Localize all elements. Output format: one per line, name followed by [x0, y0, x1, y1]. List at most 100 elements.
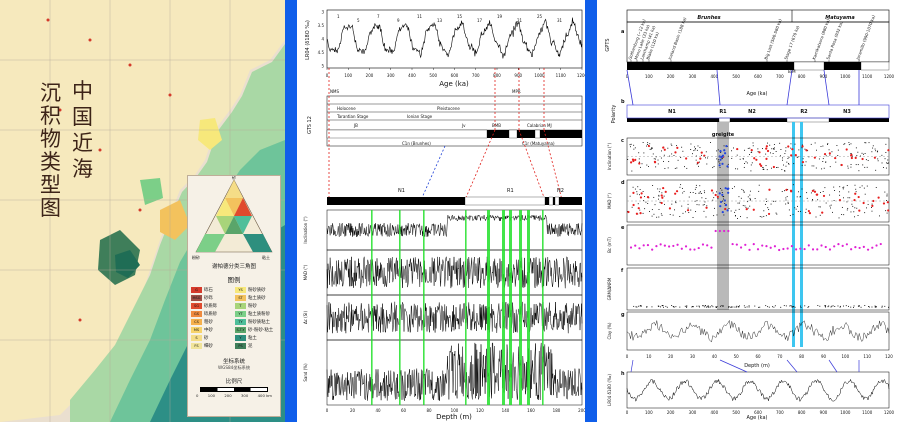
green-highlight-bar	[527, 210, 530, 405]
legend-swatch: T	[235, 303, 246, 309]
pm-depth-tick: 100	[842, 354, 850, 359]
map-title-line1: 中国近海	[72, 79, 93, 181]
green-highlight-bar	[371, 210, 373, 405]
core-depth-x-tick: 180	[553, 408, 561, 413]
pm-zone-label: R1	[719, 109, 727, 115]
gpts-matuyama: Matuyama	[825, 15, 855, 21]
scale-ticks: 0 100 200 300 400 km	[196, 393, 272, 398]
legend-label: 泥	[248, 344, 253, 349]
gpts-age-tick: 700	[776, 74, 784, 79]
pm-depth-tick: 120	[885, 354, 893, 359]
timescale-holocene: Holocene	[337, 106, 356, 111]
core-depth-x-tick: 200	[578, 408, 585, 413]
zone-n1: N1	[398, 188, 405, 194]
pm-age-tick-bottom: 600	[754, 410, 762, 415]
pm-panel-ylabel: Bc (mT)	[607, 237, 612, 253]
pm-depth-tick: 10	[646, 354, 652, 359]
green-highlight-bar	[502, 210, 505, 405]
legend-item: Y 粘土	[235, 335, 277, 341]
gpts-age-tick: 400	[711, 74, 719, 79]
legend-label: 砂-粉砂-粘土	[248, 328, 274, 333]
gpts-age-tick: 0	[626, 74, 629, 79]
coord-system-value: WGS84坐标系统	[217, 365, 251, 370]
triangle-vertex-clay: 粘土	[262, 254, 270, 260]
pm-panel-letter: e	[621, 225, 625, 231]
core-polarity-column	[327, 196, 582, 206]
green-highlight-bar	[423, 210, 425, 405]
lr04-y-tick: 3	[321, 10, 324, 15]
lr04-stage-label: 17	[477, 18, 483, 23]
lr04-xlabel: Age (ka)	[439, 80, 469, 88]
legend-swatch: CS	[191, 319, 202, 325]
legend-label: 粘土质粉砂	[248, 312, 270, 317]
gpts-label: GPTS	[605, 38, 611, 51]
pm-panel-ylabel: MAD (°)	[607, 193, 612, 209]
timescale-gts: GTS 12	[307, 116, 313, 134]
legend-swatch: YT	[235, 311, 246, 317]
lr04-x-tick: 1100	[556, 73, 567, 78]
lr04-x-tick: 400	[408, 73, 416, 78]
legend-item: PS 泥	[235, 343, 277, 349]
lr04-stage-label: 13	[437, 18, 443, 23]
pm-age-ticks-bottom: h LR04 δ18O (‰) 0 100 200 300 400 500 600 700 800 9…	[607, 359, 895, 415]
legend-label: 粗砂	[204, 320, 213, 325]
lr04-stage-label: 19	[497, 14, 503, 19]
green-highlight-bar	[487, 210, 490, 405]
pm-age-tick-bottom: 700	[776, 410, 784, 415]
gpts-age-ticks: 0 100 200 300 400 500 600 700 800 900 1000 1100 1200	[626, 74, 895, 79]
legend-item: G 砾石	[191, 287, 233, 293]
lr04-y-tick: 3.5	[318, 23, 325, 28]
zone-connectors	[626, 69, 860, 106]
legend-item: CS 粗砂	[191, 319, 233, 325]
lr04-stage-label: 31	[557, 18, 563, 23]
gpts-age-tick: 500	[732, 74, 740, 79]
legend-item: SG 砂质砾	[191, 303, 233, 309]
timescale-frame	[326, 95, 583, 147]
zone-n2: N2	[557, 188, 564, 194]
timescale-c-jb: JB	[353, 123, 358, 128]
pm-depth-tick: 0	[626, 354, 629, 359]
scale-tick: 100	[207, 393, 216, 398]
core-depth-x-tick: 0	[326, 408, 329, 413]
legend-swatch: S-T-Y	[235, 327, 246, 333]
triangle-vertex-silt: 粉砂	[192, 254, 200, 260]
gpts-event-label: Iceland Basin (188 ka)	[667, 16, 687, 60]
lr04-x-tick: 300	[387, 73, 395, 78]
core-depth-x-tick: 20	[350, 408, 356, 413]
pm-age-tick-bottom: 1000	[840, 410, 851, 415]
pm-age-label-bottom: Age (ka)	[746, 415, 767, 421]
green-highlight-bar	[542, 210, 544, 405]
legend-swatch: MSG	[191, 295, 202, 301]
legend-swatch: MS	[191, 327, 202, 333]
timescale-brunhes: C1n (Brunhes)	[402, 141, 431, 146]
pm-depth-tick: 60	[755, 354, 761, 359]
lr04-stage-label: 7	[377, 14, 380, 19]
scale-tick: 0	[196, 393, 199, 398]
pm-depth-ticks: 0 10 20 30 40 50 60 70 80 90 100 110 120	[626, 354, 894, 359]
pm-age-tick-bottom: 900	[820, 410, 828, 415]
timescale-c-mj: MJ	[547, 123, 552, 128]
legend-label: 粘土	[248, 336, 257, 341]
gpts-age-tick: 800	[798, 74, 806, 79]
pm-age-tick-bottom: 1100	[862, 410, 873, 415]
legend-label: 中砂	[204, 328, 213, 333]
legend-label: 细砂	[204, 344, 213, 349]
panel-letter-a: a	[621, 29, 624, 35]
lr04-stage-label: 9	[397, 18, 400, 23]
pm-zone-label: R2	[800, 109, 808, 115]
core-panel-ylabel: Δc (SI)	[303, 311, 308, 324]
pm-depth-tick: 110	[863, 354, 871, 359]
lr04-x-tick: 200	[366, 73, 374, 78]
pm-age-tick-bottom: 200	[667, 410, 675, 415]
lr04-stage-label: 5	[357, 18, 360, 23]
gpts-brunhes: Brunhes	[697, 15, 720, 21]
pm-age-tick-bottom: 100	[645, 410, 653, 415]
legend-swatch: ST	[235, 295, 246, 301]
gpts-age-tick: 100	[645, 74, 653, 79]
legend-label: 粉砂	[248, 304, 257, 309]
core-depth-x-tick: 80	[426, 408, 432, 413]
pm-panel-letter: f	[621, 268, 624, 274]
pm-zone-label: N2	[748, 109, 756, 115]
zone-r1: R1	[507, 188, 514, 194]
